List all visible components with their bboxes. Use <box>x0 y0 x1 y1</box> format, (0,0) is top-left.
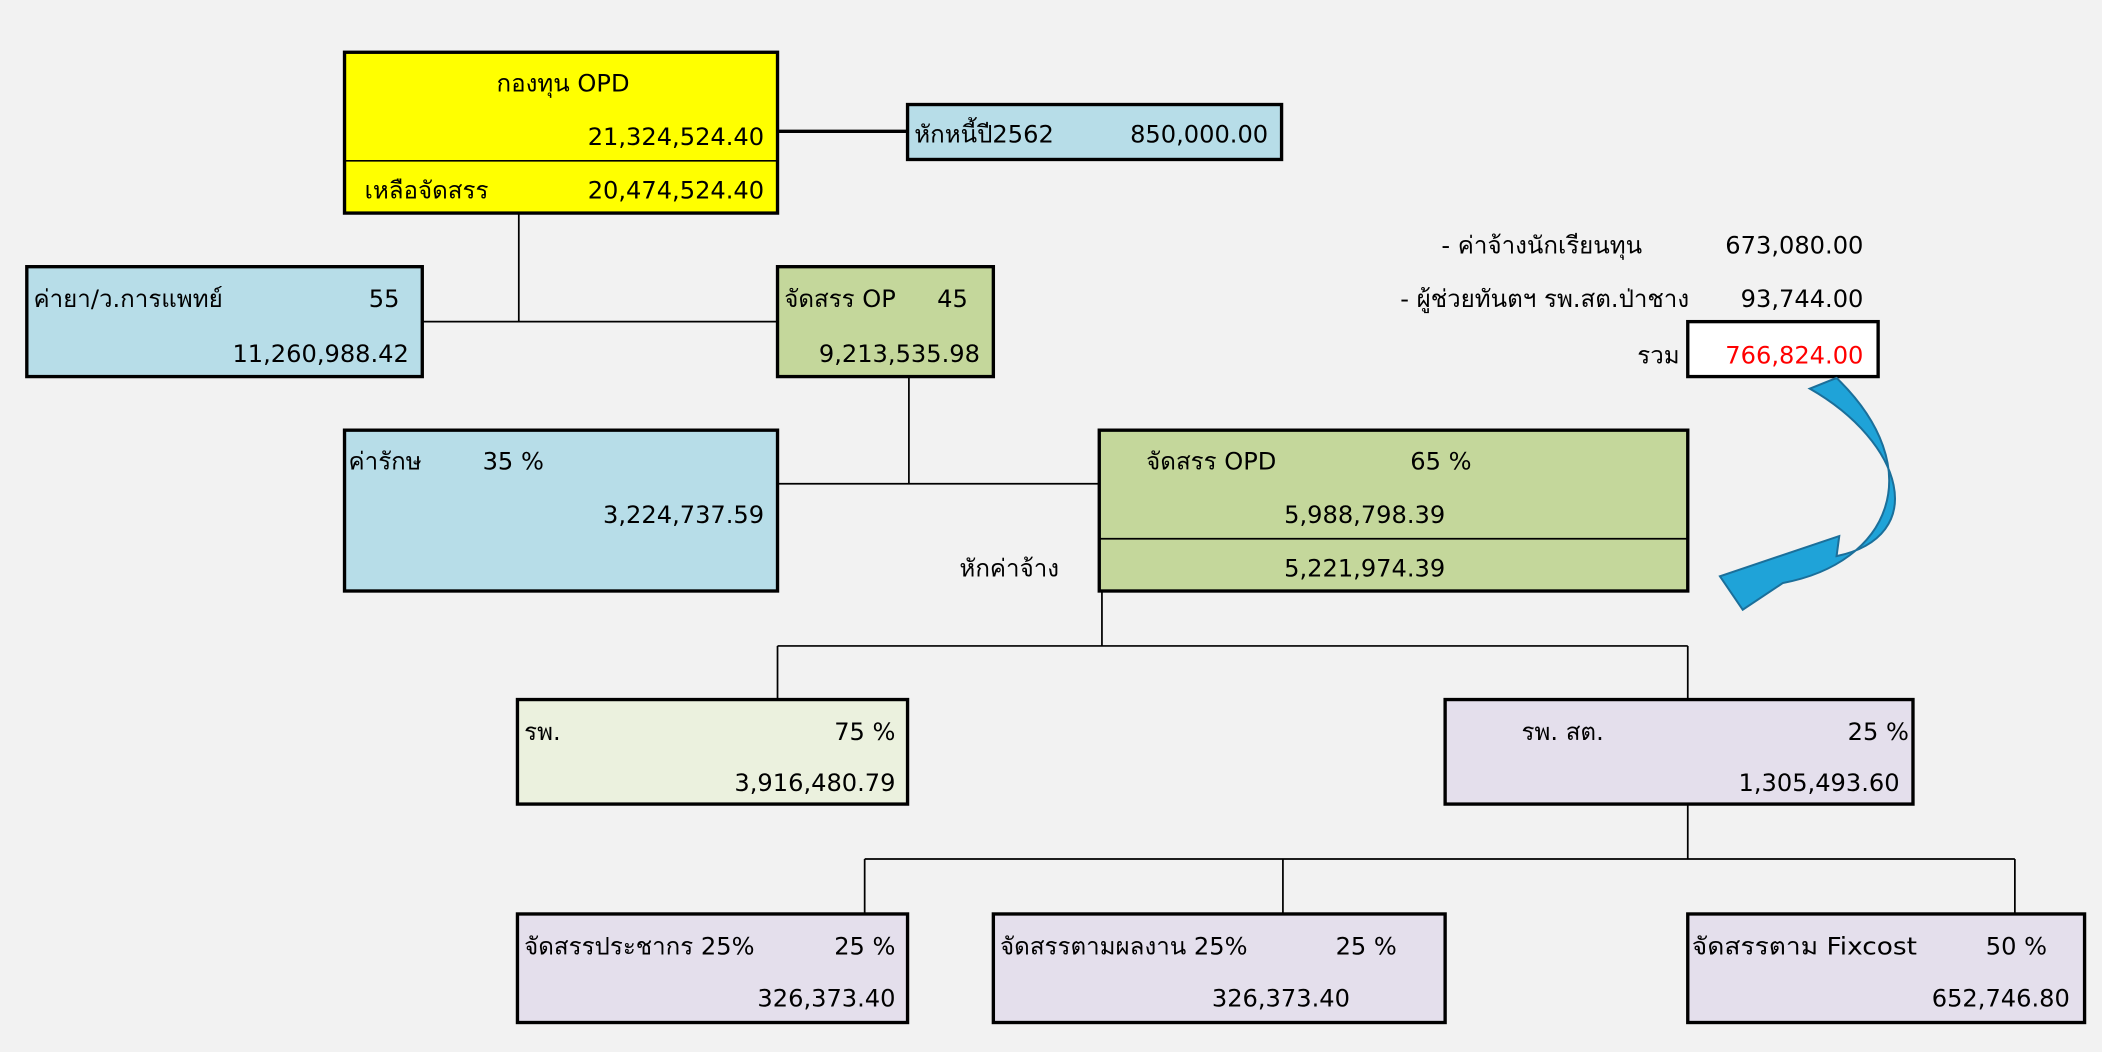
percent: 65 % <box>1410 447 1471 475</box>
value: 5,221,974.39 <box>1284 555 1445 583</box>
box <box>1097 428 1690 593</box>
percent: 25 % <box>1848 718 1909 746</box>
connectors <box>422 129 2016 914</box>
label: หักค่าจ้าง <box>959 555 1059 583</box>
label: ค่ารักษ <box>349 447 422 475</box>
percent: 75 % <box>834 718 895 746</box>
box <box>342 428 780 593</box>
box <box>1443 697 1915 806</box>
box <box>515 697 910 806</box>
percent: 25 % <box>1336 932 1397 960</box>
label: จัดสรรตาม Fixcost <box>1692 932 1917 960</box>
label: จัดสรร OPD <box>1146 447 1276 475</box>
label: กองทุน OPD <box>497 69 630 98</box>
value: 5,988,798.39 <box>1284 501 1445 529</box>
box <box>905 102 1284 162</box>
box <box>515 912 910 1025</box>
label: ค่ายา/ว.การแพทย์ <box>34 285 223 313</box>
label: รพ. <box>524 718 561 746</box>
box <box>1686 912 2087 1025</box>
arrow <box>1718 376 1896 612</box>
value: 3,916,480.79 <box>734 769 895 797</box>
box <box>775 265 996 379</box>
box <box>342 50 780 215</box>
total: 766,824.00 <box>1725 341 1863 369</box>
value: 850,000.00 <box>1130 120 1268 148</box>
label: จัดสรร OP <box>784 285 896 313</box>
label: รวม <box>1637 341 1679 369</box>
label: - ค่าจ้างนักเรียนทุน <box>1441 232 1642 261</box>
value: 326,373.40 <box>757 985 895 1013</box>
box <box>991 912 1447 1025</box>
value: 3,224,737.59 <box>603 501 764 529</box>
value: 652,746.80 <box>1932 985 2070 1013</box>
label: จัดสรรประชากร 25% <box>524 932 754 960</box>
percent: 50 % <box>1986 932 2047 960</box>
percent: 55 <box>369 285 400 313</box>
value: 9,213,535.98 <box>819 340 980 368</box>
value: 93,744.00 <box>1741 285 1864 313</box>
value: 1,305,493.60 <box>1739 769 1900 797</box>
label: จัดสรรตามผลงาน 25% <box>1000 932 1247 960</box>
label: หักหนี้ปี2562 <box>914 116 1054 148</box>
boxes <box>25 50 2087 1025</box>
box <box>25 265 424 379</box>
value: 20,474,524.40 <box>588 177 764 205</box>
label: เหลือจัดสรร <box>365 177 489 205</box>
value: 326,373.40 <box>1212 985 1350 1013</box>
value: 673,080.00 <box>1725 232 1863 260</box>
value: 11,260,988.42 <box>232 340 408 368</box>
value: 21,324,524.40 <box>588 123 764 151</box>
percent: 45 <box>937 285 968 313</box>
percent: 25 % <box>834 932 895 960</box>
labels: กองทุน OPD 21,324,524.40 เหลือจัดสรร 20,… <box>34 69 2070 1012</box>
label: - ผู้ช่วยทันตฯ รพ.สต.ป่าชาง <box>1400 285 1689 314</box>
total-box <box>1686 319 1880 379</box>
percent: 35 % <box>483 447 544 475</box>
label: รพ. สต. <box>1522 718 1604 746</box>
